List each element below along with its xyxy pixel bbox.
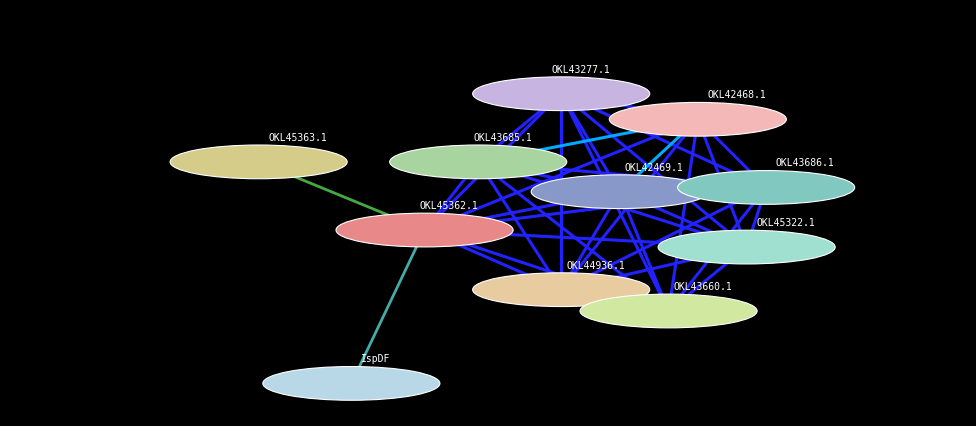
Text: OKL43660.1: OKL43660.1 <box>673 282 732 292</box>
Text: IspDF: IspDF <box>361 354 390 364</box>
Ellipse shape <box>609 102 787 136</box>
Text: OKL43686.1: OKL43686.1 <box>776 158 834 168</box>
Ellipse shape <box>531 175 709 209</box>
Ellipse shape <box>677 170 855 204</box>
Text: OKL45322.1: OKL45322.1 <box>756 218 815 228</box>
Text: OKL45362.1: OKL45362.1 <box>420 201 478 211</box>
Text: OKL42469.1: OKL42469.1 <box>625 163 683 173</box>
Text: OKL43277.1: OKL43277.1 <box>551 65 610 75</box>
Ellipse shape <box>170 145 347 179</box>
Text: OKL42468.1: OKL42468.1 <box>708 90 766 100</box>
Ellipse shape <box>658 230 835 264</box>
Ellipse shape <box>580 294 757 328</box>
Text: OKL45363.1: OKL45363.1 <box>268 133 327 143</box>
Ellipse shape <box>263 366 440 400</box>
Ellipse shape <box>472 273 650 307</box>
Ellipse shape <box>472 77 650 111</box>
Text: OKL43685.1: OKL43685.1 <box>473 133 532 143</box>
Ellipse shape <box>389 145 567 179</box>
Ellipse shape <box>336 213 513 247</box>
Text: OKL44936.1: OKL44936.1 <box>566 261 625 271</box>
